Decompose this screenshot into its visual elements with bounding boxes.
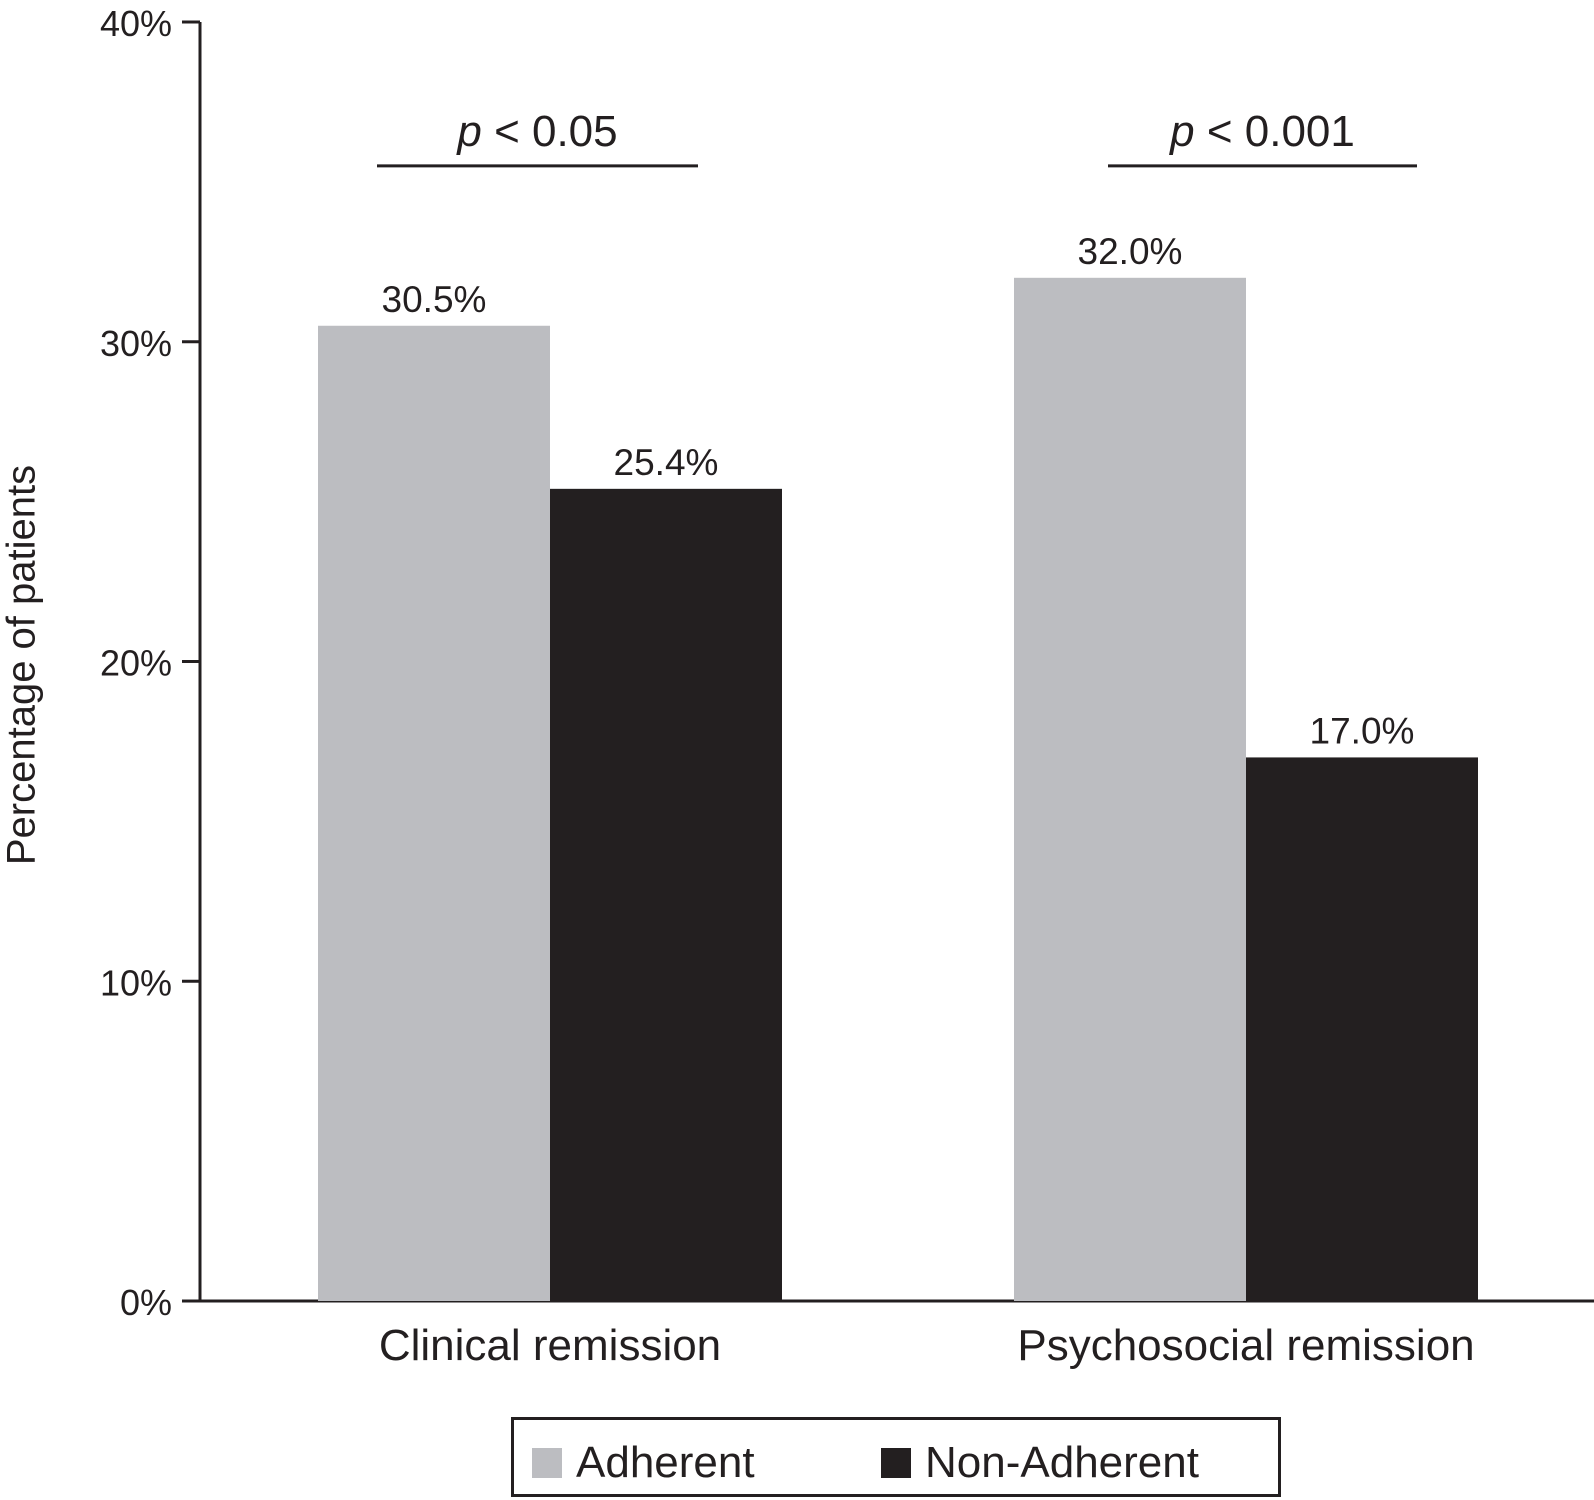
legend-item-adherent: Adherent — [532, 1438, 755, 1488]
legend: Adherent Non-Adherent — [511, 1417, 1281, 1497]
legend-item-non-adherent: Non-Adherent — [881, 1438, 1199, 1488]
bar-value-label: 17.0% — [1310, 710, 1415, 751]
bar — [1246, 757, 1478, 1301]
x-tick-label: Psychosocial remission — [1017, 1321, 1474, 1370]
y-axis-label: Percentage of patients — [0, 464, 44, 866]
y-tick-label: 40% — [100, 3, 172, 44]
y-tick-label: 20% — [100, 643, 172, 684]
y-tick-label: 30% — [100, 323, 172, 364]
y-tick-label: 10% — [100, 962, 172, 1003]
significance-label: p < 0.05 — [455, 107, 617, 156]
significance-label: p < 0.001 — [1168, 107, 1355, 156]
legend-label-non-adherent: Non-Adherent — [925, 1438, 1199, 1487]
legend-swatch-adherent — [532, 1448, 562, 1478]
legend-swatch-non-adherent — [881, 1448, 911, 1478]
legend-label-adherent: Adherent — [576, 1438, 755, 1487]
bar — [550, 488, 782, 1302]
bar-value-label: 32.0% — [1078, 231, 1183, 272]
bar — [1014, 277, 1246, 1301]
bar — [318, 325, 550, 1301]
bar-value-label: 30.5% — [382, 279, 487, 320]
y-tick-label: 0% — [120, 1282, 172, 1323]
bar-value-label: 25.4% — [614, 442, 719, 483]
x-tick-label: Clinical remission — [379, 1321, 721, 1370]
